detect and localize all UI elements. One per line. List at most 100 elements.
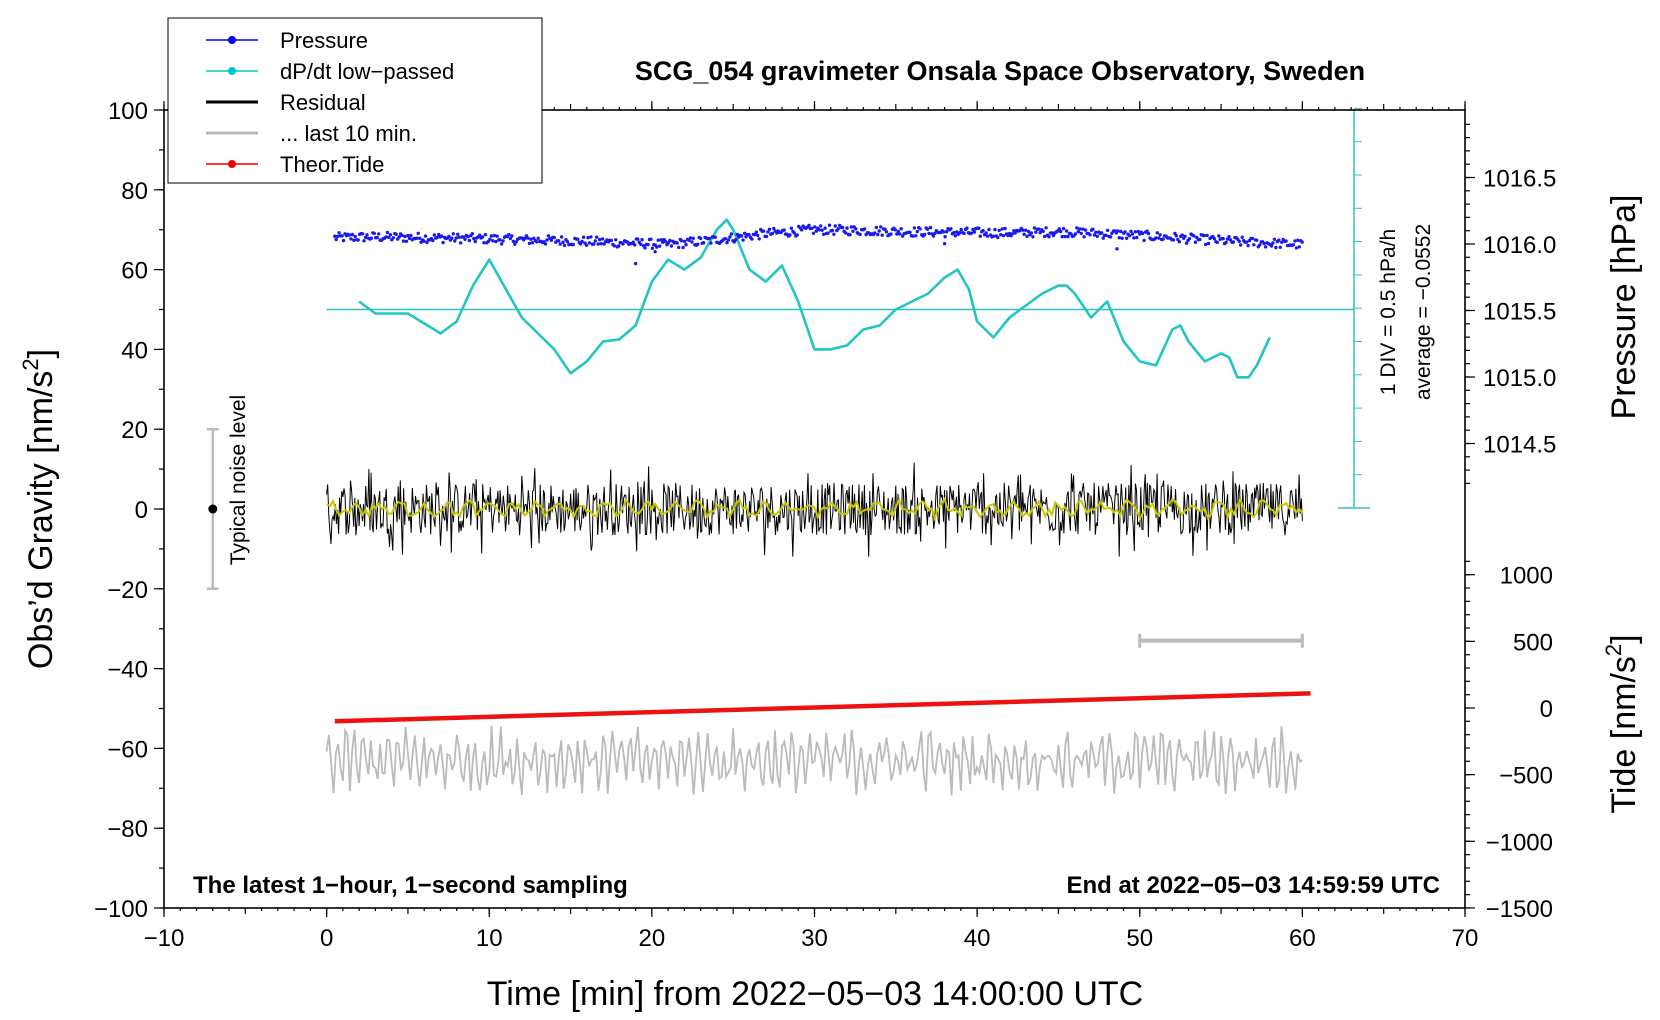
y-tick-label: 0	[135, 497, 148, 524]
pressure-point	[1124, 236, 1129, 240]
pressure-point	[1013, 231, 1017, 235]
pressure-point	[614, 238, 618, 242]
pressure-point	[472, 236, 476, 241]
pressure-point	[728, 235, 732, 239]
pressure-point	[972, 230, 977, 234]
pressure-point	[584, 243, 589, 247]
pressure-point	[810, 226, 814, 230]
y-tick-label: −40	[107, 657, 148, 684]
y-axis-ticks: −100 −80 −60 −40 −20 0 20 40 60 80 100	[94, 98, 164, 923]
pressure-point	[770, 231, 775, 236]
pressure-point	[1088, 233, 1092, 237]
pressure-point	[823, 226, 827, 230]
pressure-point	[425, 240, 429, 245]
pressure-point	[1117, 236, 1122, 240]
pressure-point	[747, 232, 751, 237]
tide-tick-label: 0	[1540, 696, 1553, 723]
pressure-point	[1244, 240, 1249, 244]
pressure-point	[385, 230, 390, 235]
pressure-point	[1177, 240, 1182, 244]
pressure-point	[1044, 226, 1048, 230]
pressure-point	[1141, 231, 1145, 236]
annotation-end-time: End at 2022−05−03 14:59:59 UTC	[1066, 872, 1440, 899]
pressure-point	[598, 237, 602, 242]
pressure-point	[391, 236, 395, 240]
pressure-point	[690, 240, 694, 244]
pressure-point	[406, 233, 410, 238]
pressure-point	[764, 234, 769, 239]
pressure-point	[1063, 234, 1067, 239]
pressure-point	[1205, 233, 1209, 238]
pressure-point	[643, 246, 647, 250]
pressure-point	[352, 238, 356, 242]
y-tick-label: 80	[121, 178, 148, 205]
pressure-point	[832, 232, 836, 236]
pressure-point	[363, 235, 368, 240]
pressure-point	[397, 235, 401, 239]
pressure-point	[439, 234, 444, 238]
svg-text:Typical noise level: Typical noise level	[227, 395, 250, 565]
pressure-point	[546, 234, 551, 238]
pressure-tick-label: 1014.5	[1483, 432, 1556, 459]
legend-items: Pressure dP/dt low−passed Residual ... last…	[206, 28, 454, 177]
pressure-point	[845, 226, 849, 230]
pressure-point	[1284, 239, 1288, 243]
pressure-point	[1146, 231, 1151, 236]
legend-label: ... last 10 min.	[280, 121, 417, 146]
pressure-point	[742, 231, 747, 235]
pressure-point	[334, 237, 338, 242]
pressure-point	[1212, 237, 1217, 241]
pressure-point	[1031, 235, 1035, 239]
pressure-point	[1069, 232, 1073, 236]
tide-tick-label: −500	[1499, 763, 1553, 790]
pressure-point	[723, 237, 728, 241]
pressure-point	[372, 231, 376, 236]
pressure-point	[404, 239, 409, 243]
pressure-point	[660, 240, 665, 244]
tide-tick-label: −1500	[1486, 896, 1553, 923]
pressure-point	[918, 227, 922, 231]
pressure-point	[1105, 228, 1110, 233]
pressure-point	[1271, 241, 1275, 245]
pressure-point	[1183, 234, 1187, 238]
pressure-point	[985, 234, 990, 238]
pressure-point	[466, 234, 470, 239]
pressure-point	[543, 242, 548, 246]
pressure-point	[729, 232, 734, 236]
pressure-point	[473, 239, 477, 244]
pressure-point	[1050, 231, 1054, 235]
pressure-point	[387, 235, 391, 240]
pressure-point	[612, 244, 616, 248]
pressure-point	[1130, 232, 1135, 236]
pressure-point	[987, 227, 991, 232]
pressure-point	[912, 226, 917, 230]
pressure-point	[767, 227, 772, 231]
pressure-point	[713, 235, 717, 239]
pressure-point	[1300, 240, 1304, 244]
pressure-point	[1255, 238, 1259, 242]
pressure-point	[993, 227, 997, 232]
pressure-point	[766, 230, 770, 234]
pressure-point	[400, 233, 404, 238]
pressure-point	[415, 236, 419, 240]
y-axis-title: Obs’d Gravity [nm/s2]	[18, 349, 60, 669]
pressure-point	[821, 232, 826, 236]
pressure-axis-ticks: 1014.5 1015.0 1015.5 1016.0 1016.5	[1465, 123, 1556, 484]
pressure-tick-label: 1015.0	[1483, 365, 1556, 392]
pressure-point	[639, 242, 643, 246]
pressure-point	[735, 232, 739, 237]
chart-title: SCG_054 gravimeter Onsala Space Observat…	[635, 56, 1365, 86]
tide-tick-label: 1000	[1500, 563, 1553, 590]
pressure-point	[965, 226, 969, 230]
pressure-point	[394, 232, 398, 236]
pressure-point	[933, 231, 937, 236]
pressure-point	[756, 233, 760, 238]
pressure-point	[1060, 234, 1064, 239]
pressure-point	[761, 229, 766, 233]
pressure-point	[931, 234, 936, 238]
legend-marker	[228, 67, 236, 75]
dpdt-series-line	[358, 218, 1271, 379]
pressure-outlier	[1115, 247, 1119, 251]
pressure-point	[463, 237, 467, 241]
pressure-point	[981, 228, 985, 233]
